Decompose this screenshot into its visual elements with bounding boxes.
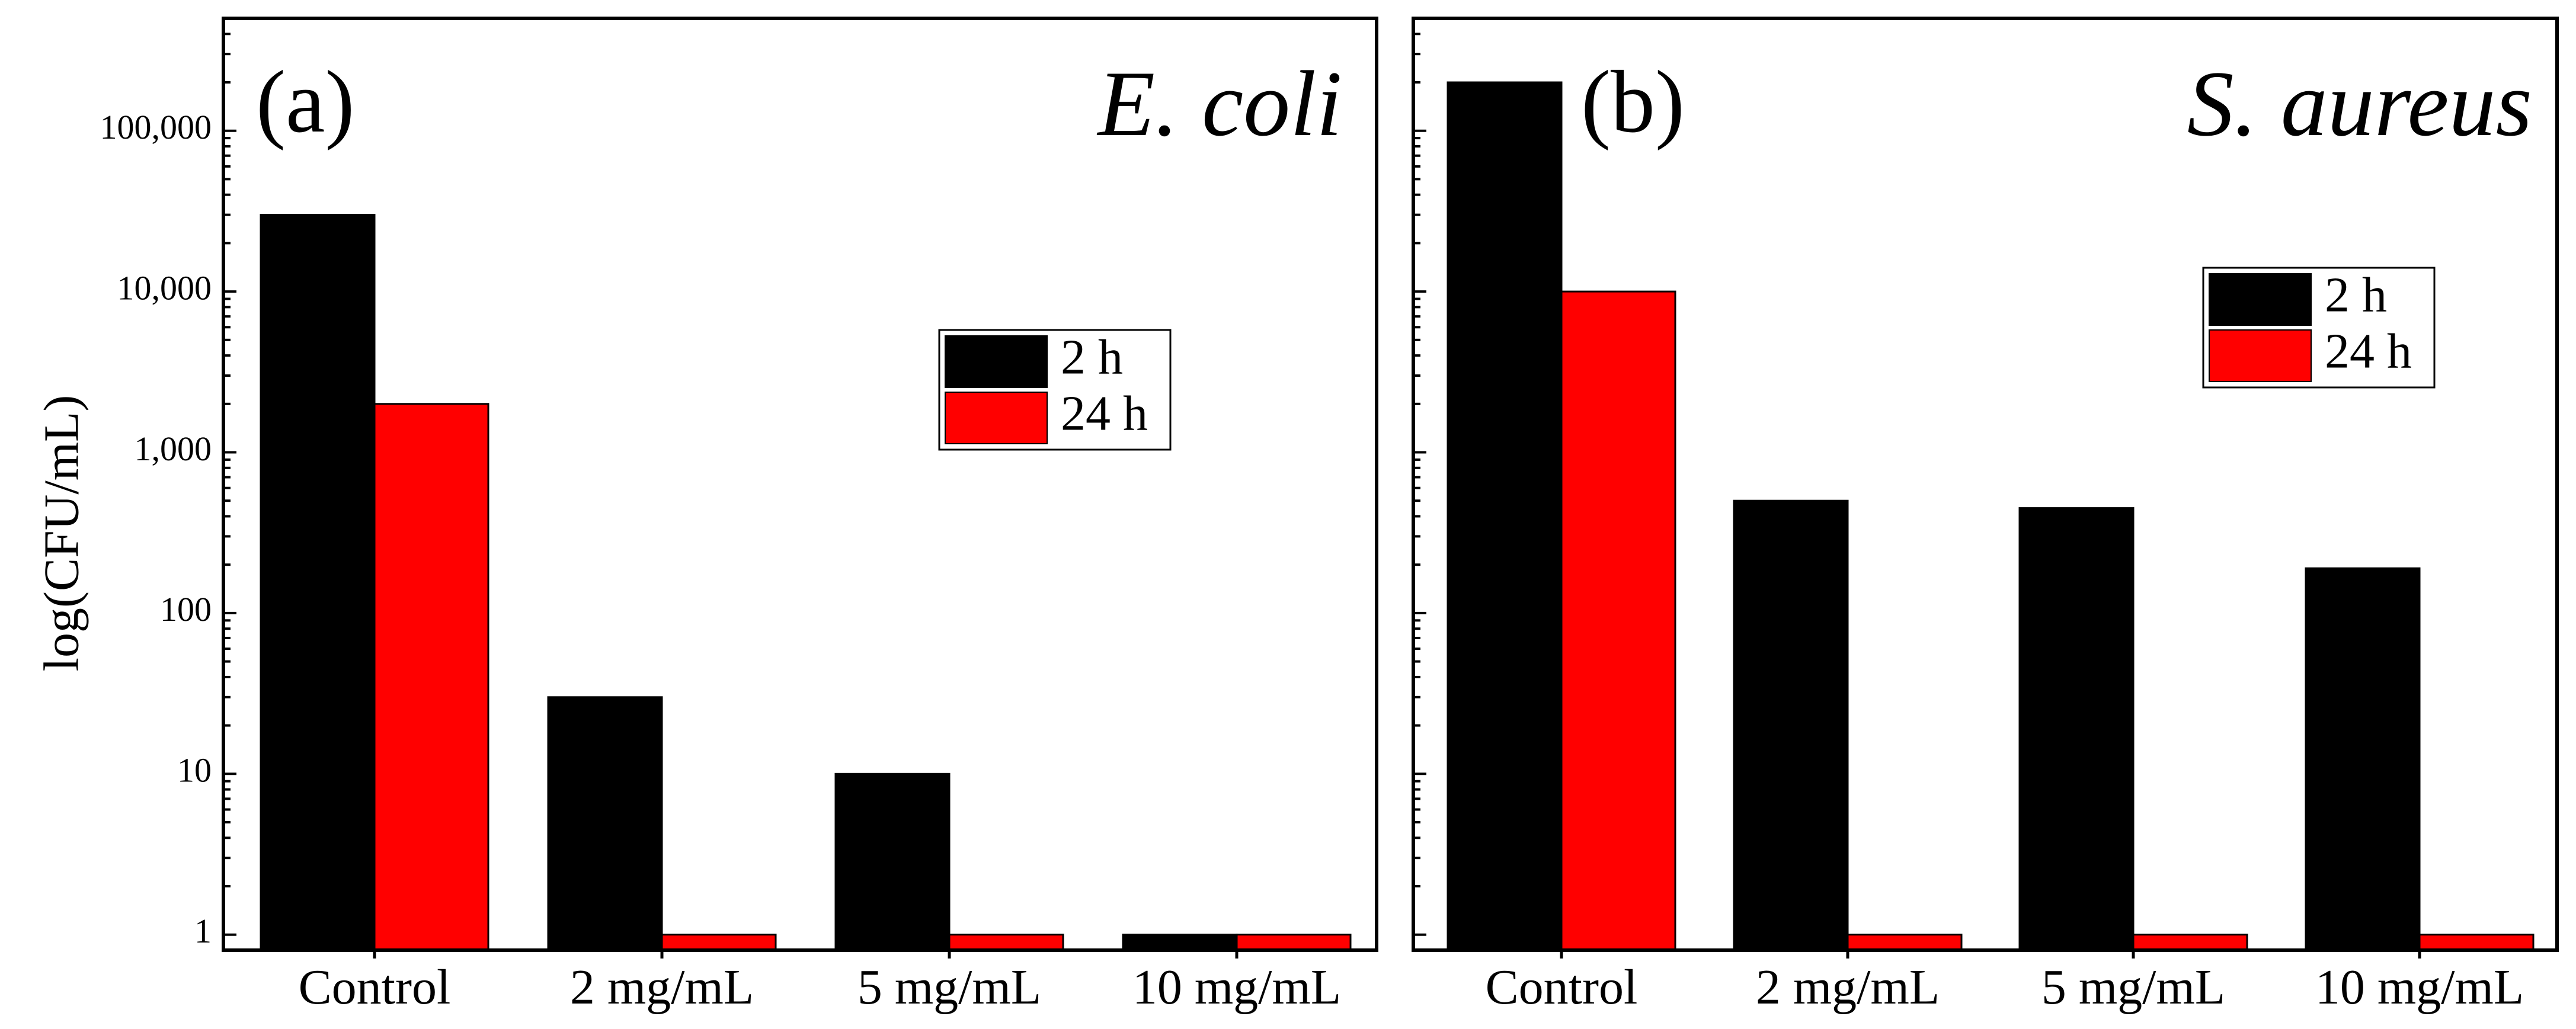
bar-2h-2-mg-ml <box>1733 499 1849 951</box>
y-tick-label: 1,000 <box>135 429 212 468</box>
panel-a-label: (a) <box>256 53 354 151</box>
bar-2h-5-mg-ml <box>834 772 951 951</box>
panel-a: 1 10 100 1,000 10,000 100,000 Control 2 mg/mL 5… <box>100 17 1378 1015</box>
y-tick-label: 100,000 <box>100 108 212 146</box>
panel-b-legend: 2 h 24 h <box>2202 267 2436 389</box>
category-label: 5 mg/mL <box>857 960 1041 1015</box>
bar-24h-10-mg-ml <box>1236 934 1352 951</box>
y-tick-label: 10 <box>177 751 212 790</box>
bar-24h-2-mg-ml <box>661 934 777 951</box>
category-label: 2 mg/mL <box>570 960 754 1015</box>
bar-2h-5-mg-ml <box>2018 507 2135 951</box>
panel-b: Control 2 mg/mL 5 mg/mL 10 mg/mL (b) S. aur… <box>1412 17 2559 1015</box>
bar-24h-10-mg-ml <box>2418 934 2535 951</box>
bar-24h-5-mg-ml <box>948 934 1064 951</box>
panel-b-bars <box>1413 17 2535 951</box>
legend-swatch-2h <box>945 335 1048 388</box>
panel-a-legend: 2 h 24 h <box>938 329 1172 451</box>
legend-swatch-24h <box>945 392 1048 444</box>
legend-label-2h: 2 h <box>1061 329 1123 384</box>
panel-b-label: (b) <box>1581 53 1685 151</box>
panel-a-bars <box>260 214 1352 951</box>
bar-2h-10-mg-ml <box>1122 934 1238 951</box>
bar-2h-control <box>260 214 376 951</box>
legend-label-2h: 2 h <box>2325 267 2387 322</box>
legend-label-24h: 24 h <box>1061 386 1148 441</box>
category-label: 2 mg/mL <box>1756 960 1940 1015</box>
bar-2h-control <box>1447 81 1563 951</box>
bar-24h-5-mg-ml <box>2132 934 2248 951</box>
panel-b-frame <box>1412 17 2559 952</box>
category-label: Control <box>1486 960 1638 1015</box>
bar-24h-2-mg-ml <box>1847 934 1963 951</box>
bar-24h-control <box>1560 290 1676 951</box>
y-tick-label: 1 <box>194 912 212 950</box>
panel-a-title: E. coli <box>1097 52 1342 156</box>
legend-swatch-2h <box>2209 273 2312 326</box>
panel-b-title: S. aureus <box>2187 52 2532 156</box>
panel-a-y-ticks: 1 10 100 1,000 10,000 100,000 <box>100 17 236 950</box>
y-axis-title: log(CFU/mL) <box>34 395 89 672</box>
category-label: 10 mg/mL <box>2315 960 2524 1015</box>
bar-2h-10-mg-ml <box>2305 567 2421 951</box>
panel-a-category-labels: Control 2 mg/mL 5 mg/mL 10 mg/mL <box>299 950 1341 1015</box>
bar-24h-control <box>373 403 489 951</box>
y-tick-label: 100 <box>160 590 212 629</box>
legend-label-24h: 24 h <box>2325 323 2412 379</box>
panel-b-category-labels: Control 2 mg/mL 5 mg/mL 10 mg/mL <box>1486 950 2524 1015</box>
category-label: 5 mg/mL <box>2041 960 2225 1015</box>
y-tick-label: 10,000 <box>117 268 212 307</box>
legend-swatch-24h <box>2209 329 2312 382</box>
category-label: Control <box>299 960 451 1015</box>
bar-2h-2-mg-ml <box>547 696 663 951</box>
panel-a-frame <box>222 17 1378 952</box>
category-label: 10 mg/mL <box>1132 960 1341 1015</box>
